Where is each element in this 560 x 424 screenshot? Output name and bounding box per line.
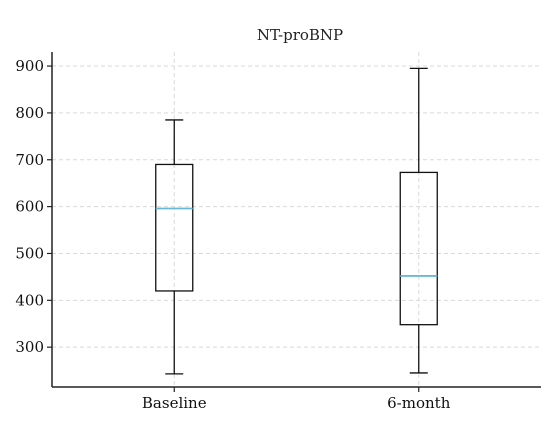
y-tick-label: 500 bbox=[15, 244, 44, 262]
x-tick-label: Baseline bbox=[142, 394, 207, 412]
boxes bbox=[155, 67, 438, 375]
box-group-6-month bbox=[399, 67, 438, 374]
axes: 300 400 500 600 700 800 900 Baseline 6-month bbox=[15, 52, 541, 412]
y-tick-label: 300 bbox=[15, 338, 44, 356]
y-tick-label: 700 bbox=[15, 151, 44, 169]
y-tick-label: 600 bbox=[15, 198, 44, 216]
y-tick-label: 400 bbox=[15, 291, 44, 309]
y-tick-label: 800 bbox=[15, 104, 44, 122]
chart-title: NT-proBNP bbox=[257, 26, 343, 44]
box-group-baseline bbox=[155, 119, 194, 375]
y-tick-label: 900 bbox=[15, 57, 44, 75]
box-iqr bbox=[155, 163, 194, 292]
grid bbox=[52, 52, 541, 387]
x-tick-label: 6-month bbox=[387, 394, 451, 412]
box-iqr bbox=[399, 171, 438, 326]
